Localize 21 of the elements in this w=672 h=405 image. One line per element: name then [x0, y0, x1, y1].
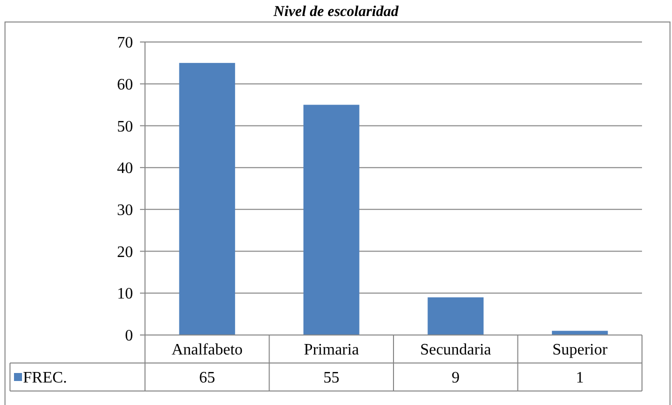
data-label: 1 — [576, 370, 584, 387]
data-label: 65 — [199, 370, 216, 387]
y-tick-label: 70 — [117, 34, 133, 52]
x-tick-label: Analfabeto — [172, 342, 243, 359]
x-tick-label: Primaria — [304, 342, 359, 359]
legend-label: FREC. — [23, 370, 68, 387]
y-tick-label: 40 — [117, 160, 133, 178]
y-tick-label: 0 — [125, 328, 133, 345]
x-tick-label: Superior — [552, 342, 608, 359]
bar — [303, 104, 360, 335]
bar — [179, 62, 236, 335]
data-label: 9 — [452, 370, 460, 387]
x-tick-label: Secundaria — [420, 342, 492, 359]
bar — [428, 297, 484, 335]
y-tick-label: 60 — [117, 76, 133, 94]
y-tick-label: 30 — [117, 202, 133, 220]
y-tick-label: 10 — [117, 286, 133, 303]
chart-title: Nivel de escolaridad — [272, 4, 399, 20]
y-tick-label: 50 — [117, 118, 133, 136]
data-label: 55 — [323, 370, 340, 387]
y-tick-label: 20 — [117, 244, 133, 261]
